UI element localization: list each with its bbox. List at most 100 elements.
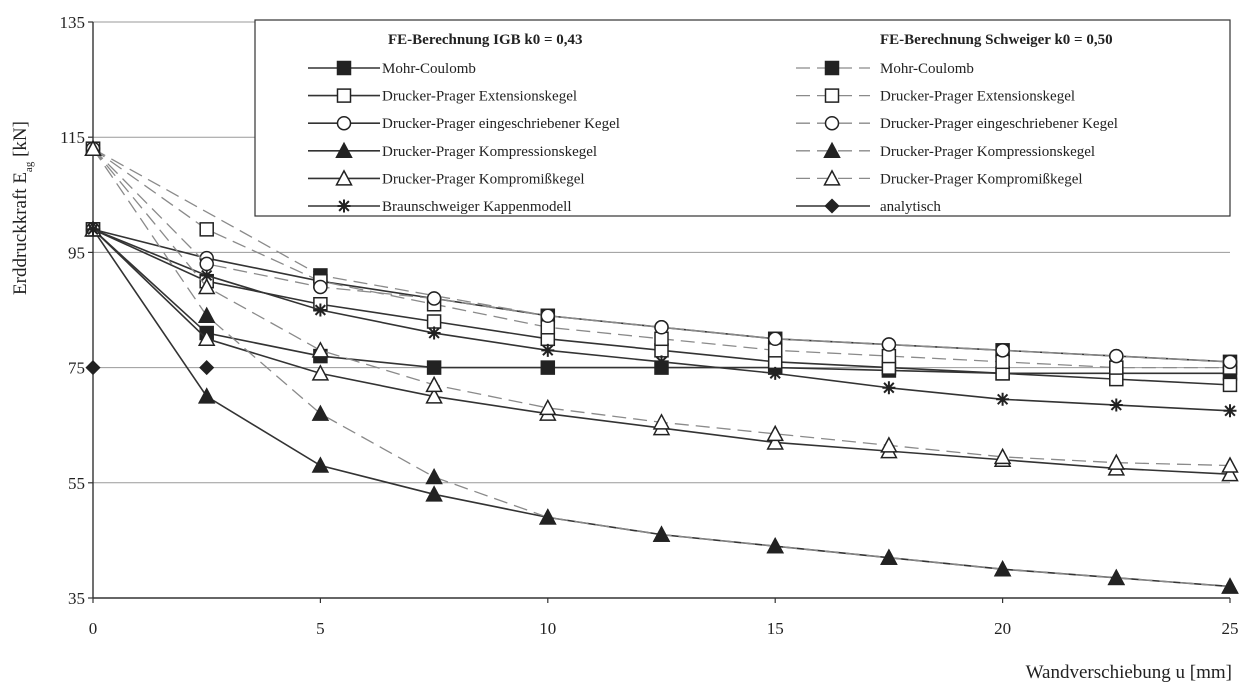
legend-marker	[337, 199, 351, 213]
data-point	[768, 366, 782, 380]
data-point	[540, 308, 556, 324]
data-point	[200, 268, 214, 282]
axes	[88, 21, 1231, 603]
x-tick-label: 0	[89, 619, 98, 638]
legend-label: Braunschweiger Kappenmodell	[382, 199, 572, 215]
series-line	[92, 148, 1231, 363]
y-tick-label: 95	[68, 243, 85, 262]
legend-label: Drucker-Prager Kompromißkegel	[880, 171, 1083, 187]
data-point	[199, 360, 215, 376]
data-point	[655, 355, 668, 369]
x-tick-label: 25	[1222, 619, 1239, 638]
data-point	[426, 360, 442, 375]
y-tick-label: 75	[68, 359, 85, 378]
legend-item: Drucker-Prager Kompressionskegel	[796, 141, 1095, 160]
legend-marker	[335, 141, 353, 159]
legend-label: Mohr-Coulomb	[382, 61, 476, 77]
data-point	[766, 433, 784, 450]
y-axis-title-unit: [kN]	[10, 121, 31, 162]
legend-item: analytisch	[796, 198, 941, 215]
legend-item: Mohr-Coulomb	[308, 60, 476, 77]
legend-item: Drucker-Prager Kompromißkegel	[308, 169, 585, 187]
data-point	[85, 360, 101, 376]
legend-item: Drucker-Prager Kompressionskegel	[308, 141, 597, 160]
data-point	[84, 139, 102, 156]
data-point	[652, 525, 671, 542]
data-point	[199, 222, 214, 237]
legend-label: Drucker-Prager Kompressionskegel	[880, 144, 1095, 160]
y-axis-title: Erddruckkraft Eag [kN]	[10, 121, 35, 295]
data-point	[1221, 465, 1239, 482]
data-point	[197, 277, 216, 295]
legend-label: analytisch	[880, 199, 941, 215]
legend-group-title-igb: FE-Berechnung IGB k0 = 0,43	[388, 32, 583, 48]
data-point	[311, 404, 330, 421]
data-point	[541, 343, 555, 357]
data-point	[1222, 377, 1238, 393]
legend-marker	[824, 60, 840, 76]
legend-label: Drucker-Prager Kompromißkegel	[382, 171, 585, 187]
data-point	[882, 381, 896, 395]
y-axis-title-sub: ag	[23, 161, 35, 172]
data-point	[654, 320, 669, 335]
data-point	[1109, 398, 1123, 412]
x-tick-label: 5	[316, 619, 325, 638]
data-point	[539, 508, 557, 525]
data-point	[880, 548, 898, 565]
legend-marker	[336, 88, 352, 103]
data-point	[766, 424, 784, 442]
x-axis-title: Wandverschiebung u [mm]	[1026, 662, 1232, 683]
legend-item: Drucker-Prager Extensionskegel	[796, 88, 1075, 105]
data-point	[311, 364, 330, 381]
data-point	[880, 436, 898, 453]
data-point	[425, 467, 443, 485]
data-point	[197, 329, 216, 347]
data-point	[1223, 404, 1237, 418]
x-tick-label: 10	[539, 619, 556, 638]
data-point	[311, 456, 330, 473]
data-point	[197, 387, 216, 404]
y-tick-label: 35	[68, 589, 85, 608]
series-schweiger-11	[85, 360, 215, 376]
data-point	[1107, 453, 1126, 470]
data-point	[311, 341, 330, 358]
data-point	[426, 291, 442, 306]
legend-marker	[824, 198, 840, 214]
data-point	[425, 375, 443, 393]
data-point	[1221, 456, 1239, 473]
data-point	[539, 398, 557, 416]
data-point	[199, 256, 214, 272]
data-point	[313, 279, 328, 295]
series-layer	[84, 139, 1239, 594]
y-tick-label: 115	[60, 128, 85, 147]
data-point	[425, 485, 443, 502]
data-point	[426, 314, 442, 329]
legend-marker	[823, 169, 841, 186]
data-point	[766, 537, 784, 554]
legend-item: Drucker-Prager Kompromißkegel	[796, 169, 1083, 187]
data-point	[86, 222, 100, 236]
data-point	[1221, 577, 1239, 594]
legend-marker	[336, 60, 352, 76]
tick-labels: 35 55 75 95 115 135 0 5 10 15 20 25	[60, 13, 1239, 638]
data-point	[540, 360, 556, 375]
legend-label: Drucker-Prager Extensionskegel	[382, 89, 577, 105]
data-point	[1107, 568, 1126, 586]
data-point	[1222, 354, 1238, 370]
data-point	[995, 343, 1010, 358]
y-tick-label: 135	[60, 13, 86, 32]
legend-item: Drucker-Prager Extensionskegel	[308, 88, 577, 105]
legend-marker	[336, 115, 352, 131]
data-point	[993, 447, 1012, 465]
x-tick-label: 20	[994, 619, 1011, 638]
legend-label: Mohr-Coulomb	[880, 61, 974, 77]
y-tick-label: 55	[68, 474, 85, 493]
data-point	[993, 560, 1012, 577]
legend-box	[254, 19, 1231, 217]
y-axis-title-main: Erddruckkraft E	[10, 172, 31, 295]
legend-label: Drucker-Prager Extensionskegel	[880, 89, 1075, 105]
series-igb-5	[86, 222, 1237, 418]
data-point	[425, 387, 443, 404]
legend-label: Drucker-Prager eingeschriebener Kegel	[880, 116, 1118, 132]
